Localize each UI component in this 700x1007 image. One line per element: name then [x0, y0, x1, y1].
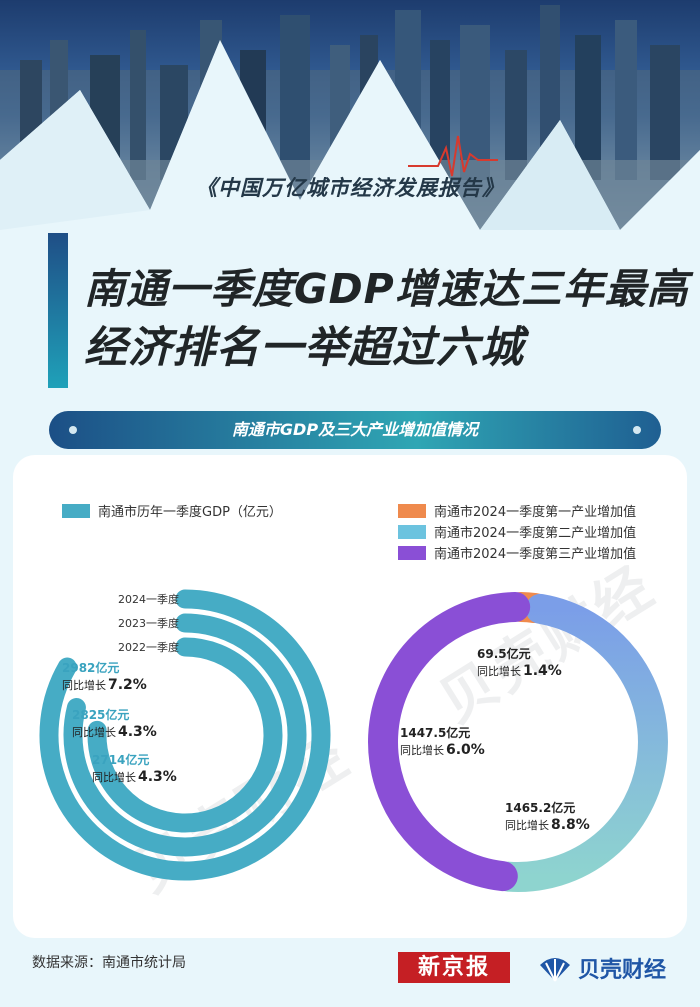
headline-line-2: 经济排名一举超过六城	[84, 323, 524, 373]
legend-label-industry-1: 南通市2024一季度第二产业增加值	[434, 525, 636, 541]
data-source: 数据来源：南通市统计局	[32, 955, 186, 971]
radial-growth-label-1: 同比增长 4.3%	[72, 724, 157, 740]
legend-label-industry-2: 南通市2024一季度第三产业增加值	[434, 546, 636, 562]
radial-bar-0	[39, 589, 331, 881]
legend-swatch-gdp	[62, 504, 90, 518]
section-title: 南通市GDP及三大产业增加值情况	[49, 411, 661, 449]
section-title-text: 南通市GDP及三大产业增加值情况	[231, 420, 479, 439]
legend-label-industry-0: 南通市2024一季度第一产业增加值	[434, 504, 636, 520]
legend-swatch-industry-1	[398, 525, 426, 539]
pulse-line-icon	[408, 135, 498, 177]
report-title: 《中国万亿城市经济发展报告》	[196, 175, 504, 200]
radial-period-label-1: 2023一季度	[118, 616, 179, 630]
donut-value-label-0: 69.5亿元	[477, 646, 531, 661]
radial-bar-2	[87, 637, 283, 833]
radial-value-label-0: 2982亿元	[62, 660, 119, 675]
donut-growth-label-2: 同比增长 6.0%	[400, 742, 485, 758]
headline-line-1: 南通一季度GDP增速达三年最高	[84, 265, 689, 313]
radial-period-label-0: 2024一季度	[118, 592, 179, 606]
xinjingbao-logo: 新京报	[398, 952, 510, 983]
pill-dot-right	[633, 426, 641, 434]
legend-label-gdp: 南通市历年一季度GDP（亿元）	[98, 504, 282, 520]
radial-bar-1	[63, 613, 307, 857]
donut-growth-label-1: 同比增长 8.8%	[505, 817, 590, 833]
banner-image	[0, 0, 700, 230]
pill-dot-left	[69, 426, 77, 434]
beike-logo-text: 贝壳财经	[578, 958, 667, 983]
industry-donut-chart: 南通市2024一季度第一产业增加值南通市2024一季度第二产业增加值南通市202…	[368, 504, 668, 892]
radial-period-label-2: 2022一季度	[118, 640, 179, 654]
donut-slice-1	[493, 593, 668, 892]
legend-swatch-industry-0	[398, 504, 426, 518]
donut-value-label-1: 1465.2亿元	[505, 800, 575, 815]
radial-growth-label-0: 同比增长 7.2%	[62, 677, 147, 693]
donut-value-label-2: 1447.5亿元	[400, 725, 470, 740]
radial-value-label-2: 2714亿元	[92, 752, 149, 767]
radial-growth-label-2: 同比增长 4.3%	[92, 769, 177, 785]
title-accent-bar	[48, 233, 68, 388]
beike-logo: 贝壳财经	[538, 950, 666, 986]
radial-value-label-1: 2825亿元	[72, 707, 129, 722]
legend-swatch-industry-2	[398, 546, 426, 560]
donut-slice-2	[368, 592, 531, 892]
donut-growth-label-0: 同比增长 1.4%	[477, 663, 562, 679]
shell-icon	[540, 958, 570, 982]
gdp-radial-chart: 南通市历年一季度GDP（亿元） 2024一季度 2023一季度 2022一季度 2982…	[39, 504, 331, 881]
